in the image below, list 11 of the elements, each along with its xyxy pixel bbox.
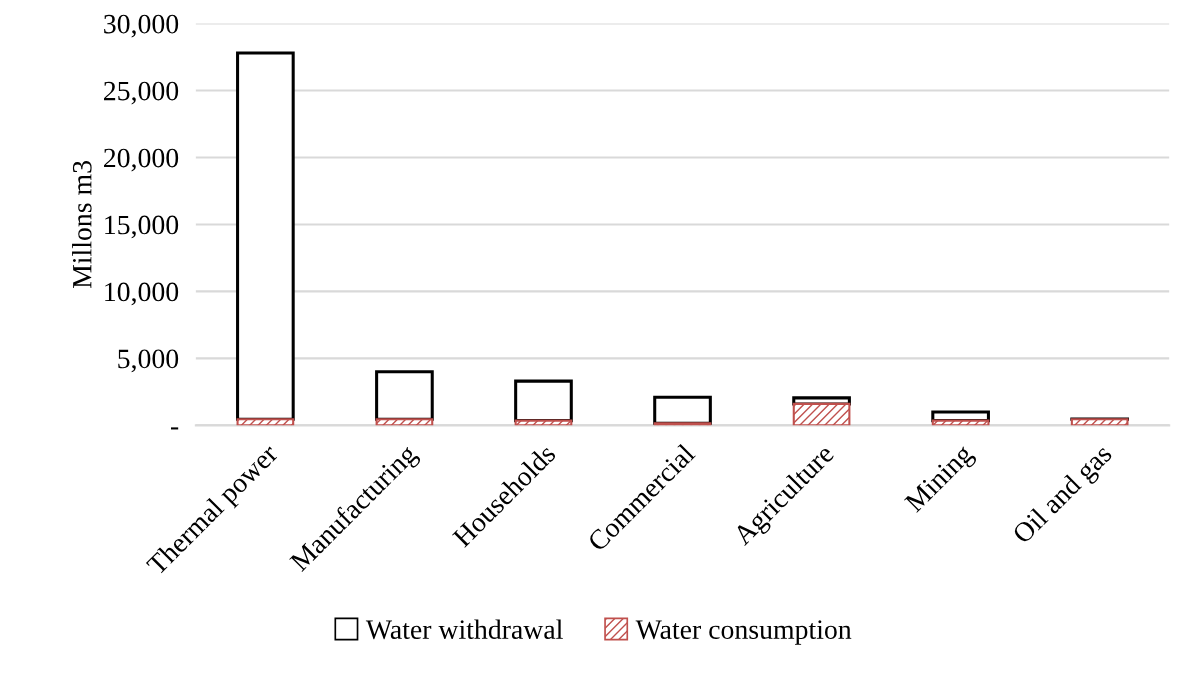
x-tick-label: Oil and gas	[1011, 442, 1117, 549]
y-tick-label: 20,000	[104, 148, 179, 172]
y-axis-title: Millons m3	[72, 161, 92, 289]
y-tick-label: 15,000	[105, 215, 179, 239]
legend-label: Water consumption	[635, 620, 852, 645]
y-tick-label: 25,000	[104, 81, 179, 105]
y-tick-label: 10,000	[105, 282, 179, 306]
y-tick-label: 30,000	[104, 14, 179, 38]
y-tick-label: -	[170, 427, 179, 430]
legend-label: Water withdrawal	[365, 619, 563, 640]
y-tick-label: 5,000	[118, 349, 179, 373]
